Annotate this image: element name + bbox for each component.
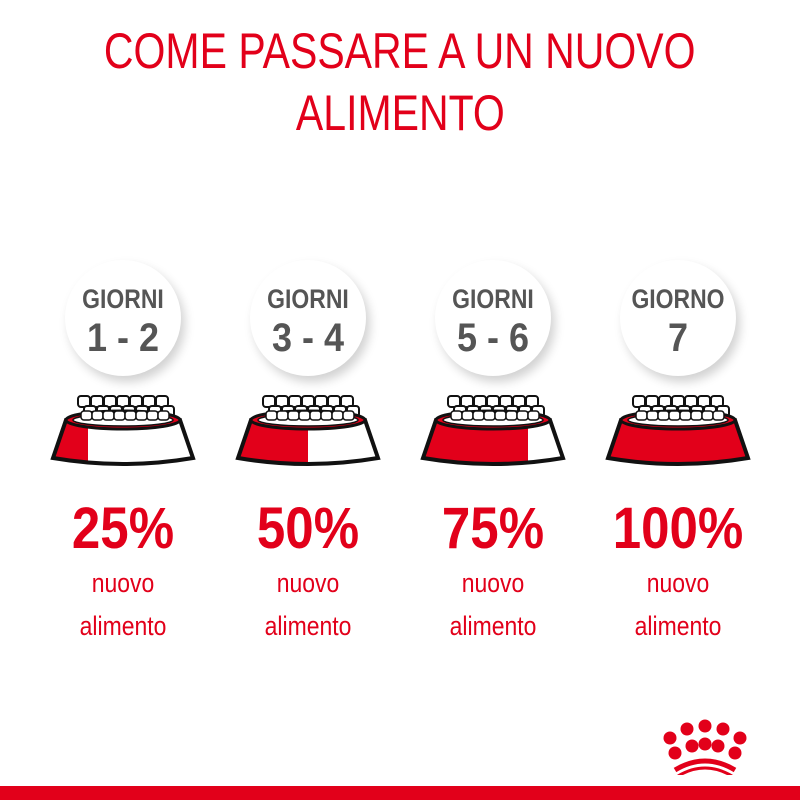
caption-line-2: alimento	[634, 611, 722, 641]
food-bowl-icon	[50, 395, 196, 466]
day-range: 7	[667, 316, 689, 360]
percent-value: 25%	[71, 496, 175, 561]
day-circle: GIORNI 1 - 2	[65, 260, 181, 376]
day-label: GIORNI	[267, 284, 349, 314]
day-label: GIORNI	[452, 284, 534, 314]
percent-value: 100%	[612, 496, 744, 561]
crown-logo-icon	[663, 719, 747, 775]
caption-line-2: alimento	[449, 611, 537, 641]
caption-line-1: nuovo	[646, 568, 710, 598]
bottom-red-bar	[0, 786, 800, 800]
step-3: GIORNI 5 - 6 75% nuovo alimento	[398, 250, 588, 648]
food-bowl-icon	[605, 395, 751, 466]
day-range: 1 - 2	[86, 316, 160, 360]
day-range: 5 - 6	[456, 316, 530, 360]
day-label: GIORNO	[631, 284, 725, 314]
caption-line-1: nuovo	[91, 568, 155, 598]
food-bowl-icon	[420, 395, 566, 466]
percent-value: 75%	[441, 496, 545, 561]
food-bowl-icon	[235, 395, 381, 466]
step-4: GIORNO 7 100% nuovo alimento	[583, 250, 773, 648]
step-2: GIORNI 3 - 4 50% nuovo alimento	[213, 250, 403, 648]
day-label: GIORNI	[82, 284, 164, 314]
title-line-1: COME PASSARE A UN NUOVO	[104, 23, 696, 79]
day-circle: GIORNI 3 - 4	[250, 260, 366, 376]
step-1: GIORNI 1 - 2 25% nuovo alimento	[28, 250, 218, 648]
caption-line-1: nuovo	[461, 568, 525, 598]
caption-line-2: alimento	[79, 611, 167, 641]
caption-line-1: nuovo	[276, 568, 340, 598]
percent-value: 50%	[256, 496, 360, 561]
day-circle: GIORNI 5 - 6	[435, 260, 551, 376]
day-range: 3 - 4	[271, 316, 345, 360]
page-title: COME PASSARE A UN NUOVO ALIMENTO	[0, 20, 800, 144]
day-circle: GIORNO 7	[620, 260, 736, 376]
caption-line-2: alimento	[264, 611, 352, 641]
title-line-2: ALIMENTO	[295, 85, 505, 141]
